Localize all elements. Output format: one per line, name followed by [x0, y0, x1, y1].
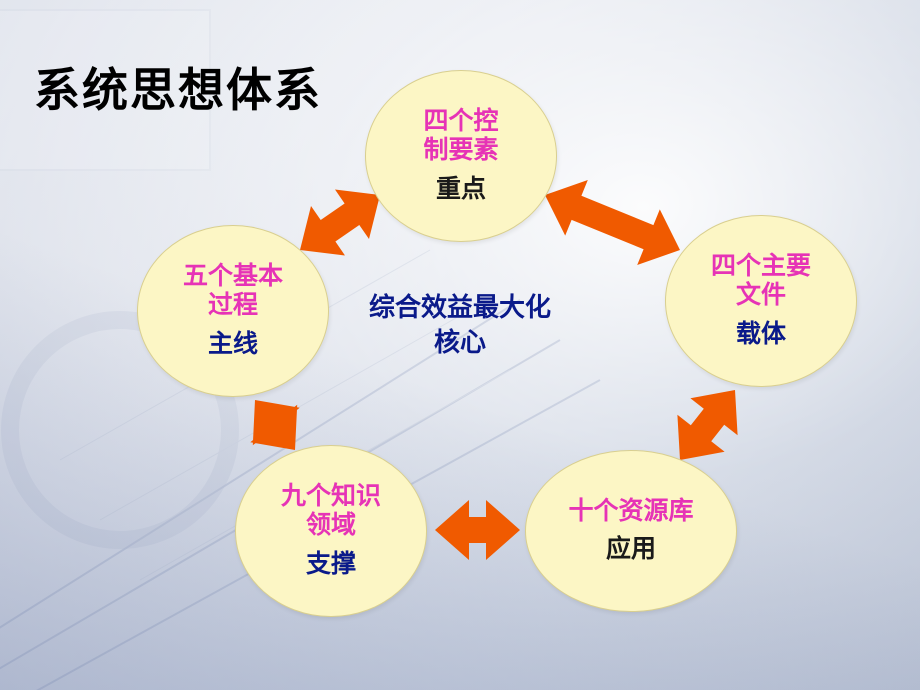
concept-node-bl: 九个知识领域支撑 — [235, 445, 427, 617]
center-line1: 综合效益最大化 — [320, 290, 600, 325]
node-subtitle: 主线 — [208, 324, 258, 360]
node-subtitle: 应用 — [606, 529, 656, 565]
node-title-line2: 领域 — [306, 511, 356, 540]
node-title-line1: 四个控 — [423, 107, 498, 136]
node-title-line1: 五个基本 — [183, 262, 283, 291]
node-title-line2: 文件 — [736, 281, 786, 310]
center-line2: 核心 — [320, 325, 600, 360]
concept-node-right: 四个主要文件载体 — [665, 215, 857, 387]
node-subtitle: 载体 — [736, 314, 786, 350]
node-title-line1: 四个主要 — [711, 252, 811, 281]
node-title-line1: 十个资源库 — [568, 497, 693, 526]
node-title-line2: 过程 — [208, 291, 258, 320]
node-subtitle: 支撑 — [306, 544, 356, 580]
page-title: 系统思想体系 — [34, 54, 322, 120]
center-label: 综合效益最大化 核心 — [320, 290, 600, 360]
concept-node-left: 五个基本过程主线 — [137, 225, 329, 397]
node-subtitle: 重点 — [436, 169, 486, 205]
diagram-stage: 系统思想体系 四个控制要素重点五个基本过程主线四个主要文件载体九个知识领域支撑十… — [0, 0, 920, 690]
concept-node-top: 四个控制要素重点 — [365, 70, 557, 242]
concept-node-br: 十个资源库应用 — [525, 450, 737, 612]
node-title-line1: 九个知识 — [281, 482, 381, 511]
node-title-line2: 制要素 — [423, 136, 498, 165]
